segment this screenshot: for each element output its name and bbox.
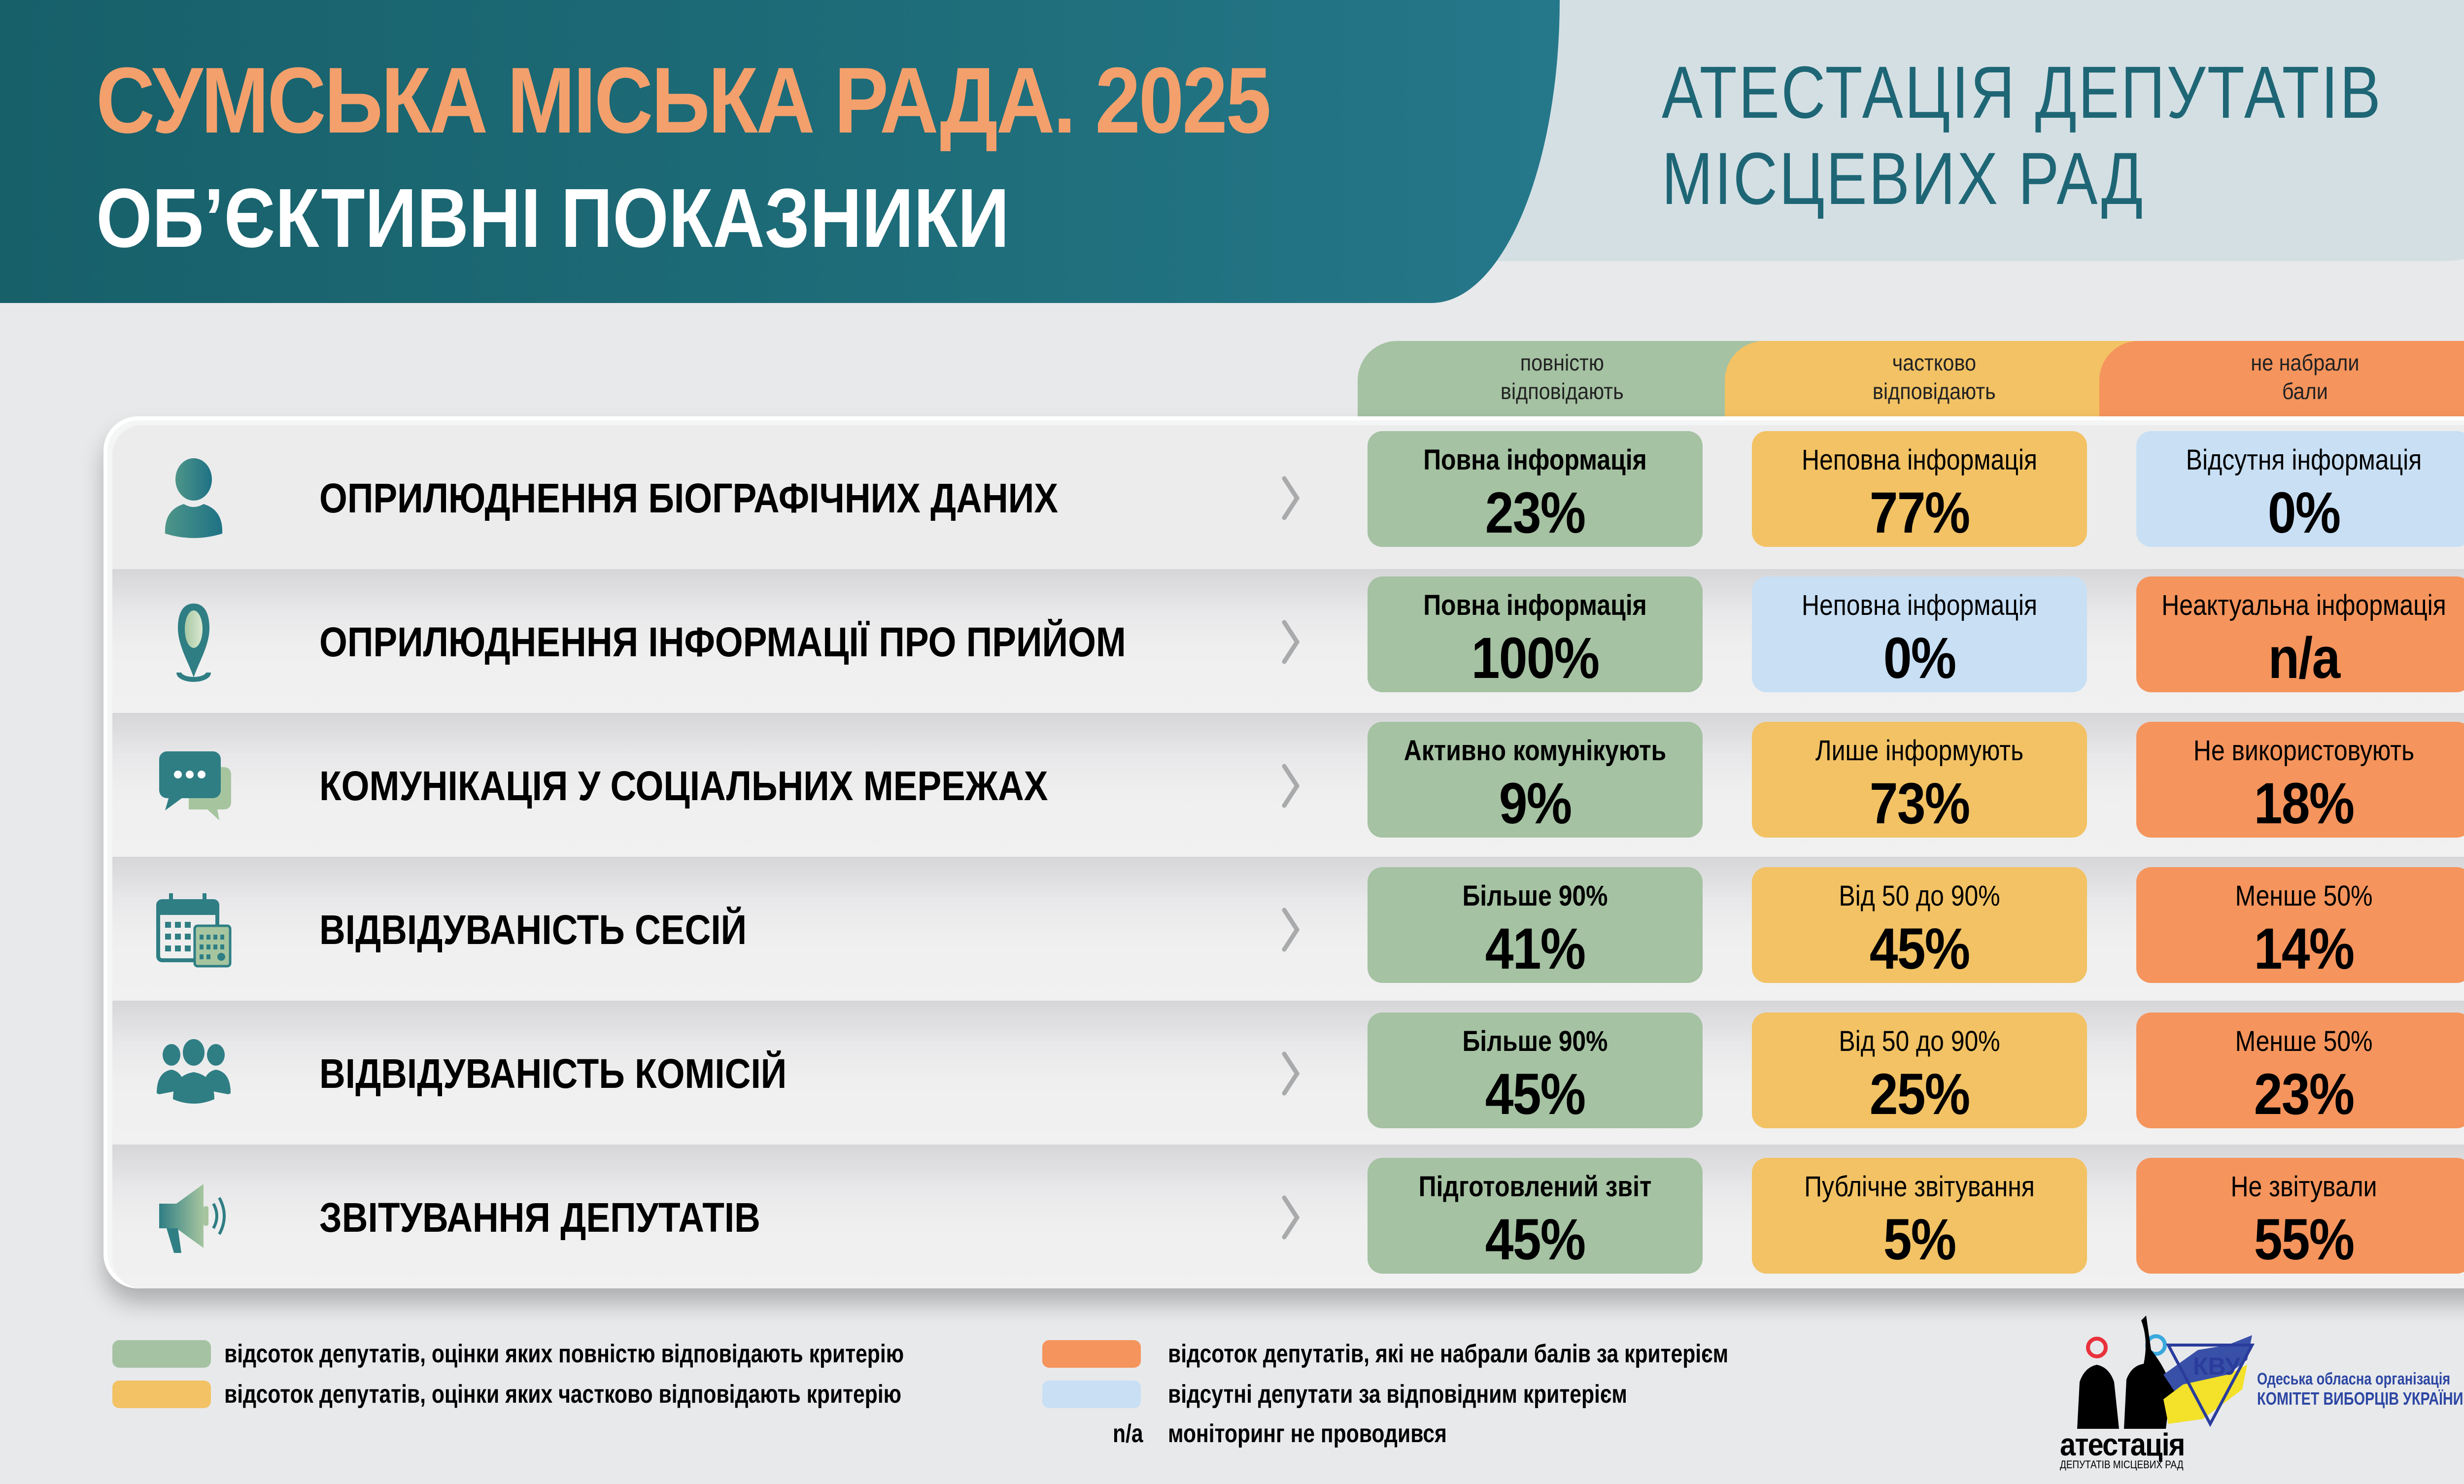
indicator-label: КОМУНІКАЦІЯ У СОЦІАЛЬНИХ МЕРЕЖАХ xyxy=(319,763,1048,809)
attestation-logo-sub: ДЕПУТАТІВ МІСЦЕВИХ РАД xyxy=(2060,1458,2184,1471)
kvu-logo: КВУ Одеська обласна організація КОМІТЕТ … xyxy=(2154,1330,2464,1429)
legend-text-absent: відсутні депутати за відповідним критері… xyxy=(1168,1380,1627,1409)
kvu-line-1: Одеська обласна організація xyxy=(2257,1370,2451,1388)
chevron-right-icon xyxy=(1282,1051,1300,1096)
indicator-row-sessions: ВІДВІДУВАНІСТЬ СЕСІЙ xyxy=(112,857,2464,1001)
header-title-panel: СУМСЬКА МІСЬКА РАДА. 2025 ОБ’ЄКТИВНІ ПОК… xyxy=(0,0,1560,303)
chevron-right-icon xyxy=(1282,908,1300,952)
page-title: СУМСЬКА МІСЬКА РАДА. 2025 xyxy=(96,48,1271,153)
legend-na-text: моніторинг не проводився xyxy=(1168,1419,1447,1448)
value-cell-full: Активно комунікують 9% xyxy=(1368,722,1703,838)
chat-bubbles-icon xyxy=(159,751,231,820)
indicator-label: ВІДВІДУВАНІСТЬ КОМІСІЙ xyxy=(319,1050,787,1097)
value-cell-full: Підготовлений звіт 45% xyxy=(1368,1158,1703,1274)
value-cell-absent: Відсутня інформація 0% xyxy=(2136,431,2464,547)
value-cell-none: Не використовують 18% xyxy=(2136,722,2464,838)
megaphone-icon xyxy=(159,1184,226,1253)
indicator-row-biography: ОПРИЛЮДНЕННЯ БІОГРАФІЧНИХ ДАНИХ xyxy=(112,425,2464,569)
kvu-emblem-icon: КВУ xyxy=(2163,1335,2255,1427)
legend-swatch-blue xyxy=(1042,1381,1141,1408)
tagline-line-1: АТЕСТАЦІЯ ДЕПУТАТІВ xyxy=(1662,51,2383,134)
value-cell-partial: Лише інформують 73% xyxy=(1752,722,2087,838)
legend-text-full: відсоток депутатів, оцінки яких повністю… xyxy=(224,1340,904,1368)
legend-text-none: відсоток депутатів, які не набрали балів… xyxy=(1168,1340,1729,1368)
calendar-icon xyxy=(156,893,232,968)
group-icon xyxy=(157,1039,231,1104)
page-subtitle: ОБ’ЄКТИВНІ ПОКАЗНИКИ xyxy=(96,171,1010,265)
chevron-right-icon xyxy=(1282,1195,1300,1240)
value-cell-partial: Від 50 до 90% 45% xyxy=(1752,867,2087,983)
value-cell-partial: Неповна інформація 77% xyxy=(1752,431,2087,547)
svg-text:КВУ: КВУ xyxy=(2193,1352,2241,1380)
legend-na-abbr: n/a xyxy=(1113,1419,1143,1448)
legend-swatch-yellow xyxy=(112,1381,211,1408)
header-tagline: АТЕСТАЦІЯ ДЕПУТАТІВ МІСЦЕВИХ РАД xyxy=(1662,49,2382,222)
value-cell-partial: Від 50 до 90% 25% xyxy=(1752,1012,2087,1128)
legend-text-partial: відсоток депутатів, оцінки яких частково… xyxy=(224,1380,902,1409)
value-cell-none: Не звітували 55% xyxy=(2136,1158,2464,1274)
indicator-row-social-media: КОМУНІКАЦІЯ У СОЦІАЛЬНИХ МЕРЕЖАХ xyxy=(112,713,2464,857)
kvu-line-2: КОМІТЕТ ВИБОРЦІВ УКРАЇНИ xyxy=(2257,1388,2464,1409)
indicator-label: ОПРИЛЮДНЕННЯ ІНФОРМАЦІЇ ПРО ПРИЙОМ xyxy=(319,619,1126,665)
indicator-row-reception: ОПРИЛЮДНЕННЯ ІНФОРМАЦІЇ ПРО ПРИЙОМ xyxy=(112,569,2464,713)
indicator-label: ОПРИЛЮДНЕННЯ БІОГРАФІЧНИХ ДАНИХ xyxy=(319,475,1059,521)
chevron-right-icon xyxy=(1282,476,1300,520)
legend-swatch-green xyxy=(112,1340,211,1368)
value-cell-full: Повна інформація 100% xyxy=(1368,576,1703,692)
value-cell-full: Повна інформація 23% xyxy=(1368,431,1703,547)
value-cell-absent: Неповна інформація 0% xyxy=(1752,576,2087,692)
person-icon xyxy=(165,458,223,538)
header-tagline-panel xyxy=(1429,0,2464,261)
value-cell-none: Неактуальна інформація n/a xyxy=(2136,576,2464,692)
chevron-right-icon xyxy=(1282,620,1300,664)
indicators-card: ОПРИЛЮДНЕННЯ БІОГРАФІЧНИХ ДАНИХ ОПРИЛЮДН… xyxy=(103,416,2464,1288)
value-cell-partial: Публічне звітування 5% xyxy=(1752,1158,2087,1274)
value-cell-full: Більше 90% 45% xyxy=(1368,1012,1703,1128)
indicator-row-reporting: ЗВІТУВАННЯ ДЕПУТАТІВ xyxy=(112,1145,2464,1288)
attestation-logo-word: атестація xyxy=(2060,1427,2185,1462)
tagline-line-2: МІСЦЕВИХ РАД xyxy=(1662,137,2145,220)
value-cell-full: Більше 90% 41% xyxy=(1368,867,1703,983)
indicator-label: ВІДВІДУВАНІСТЬ СЕСІЙ xyxy=(319,907,747,953)
chevron-right-icon xyxy=(1282,764,1300,808)
location-pin-icon xyxy=(176,604,211,682)
legend-swatch-orange xyxy=(1042,1340,1141,1368)
indicator-row-commissions: ВІДВІДУВАНІСТЬ КОМІСІЙ xyxy=(112,1001,2464,1145)
value-cell-none: Менше 50% 23% xyxy=(2136,1012,2464,1128)
value-cell-none: Менше 50% 14% xyxy=(2136,867,2464,983)
indicator-label: ЗВІТУВАННЯ ДЕПУТАТІВ xyxy=(319,1194,760,1241)
